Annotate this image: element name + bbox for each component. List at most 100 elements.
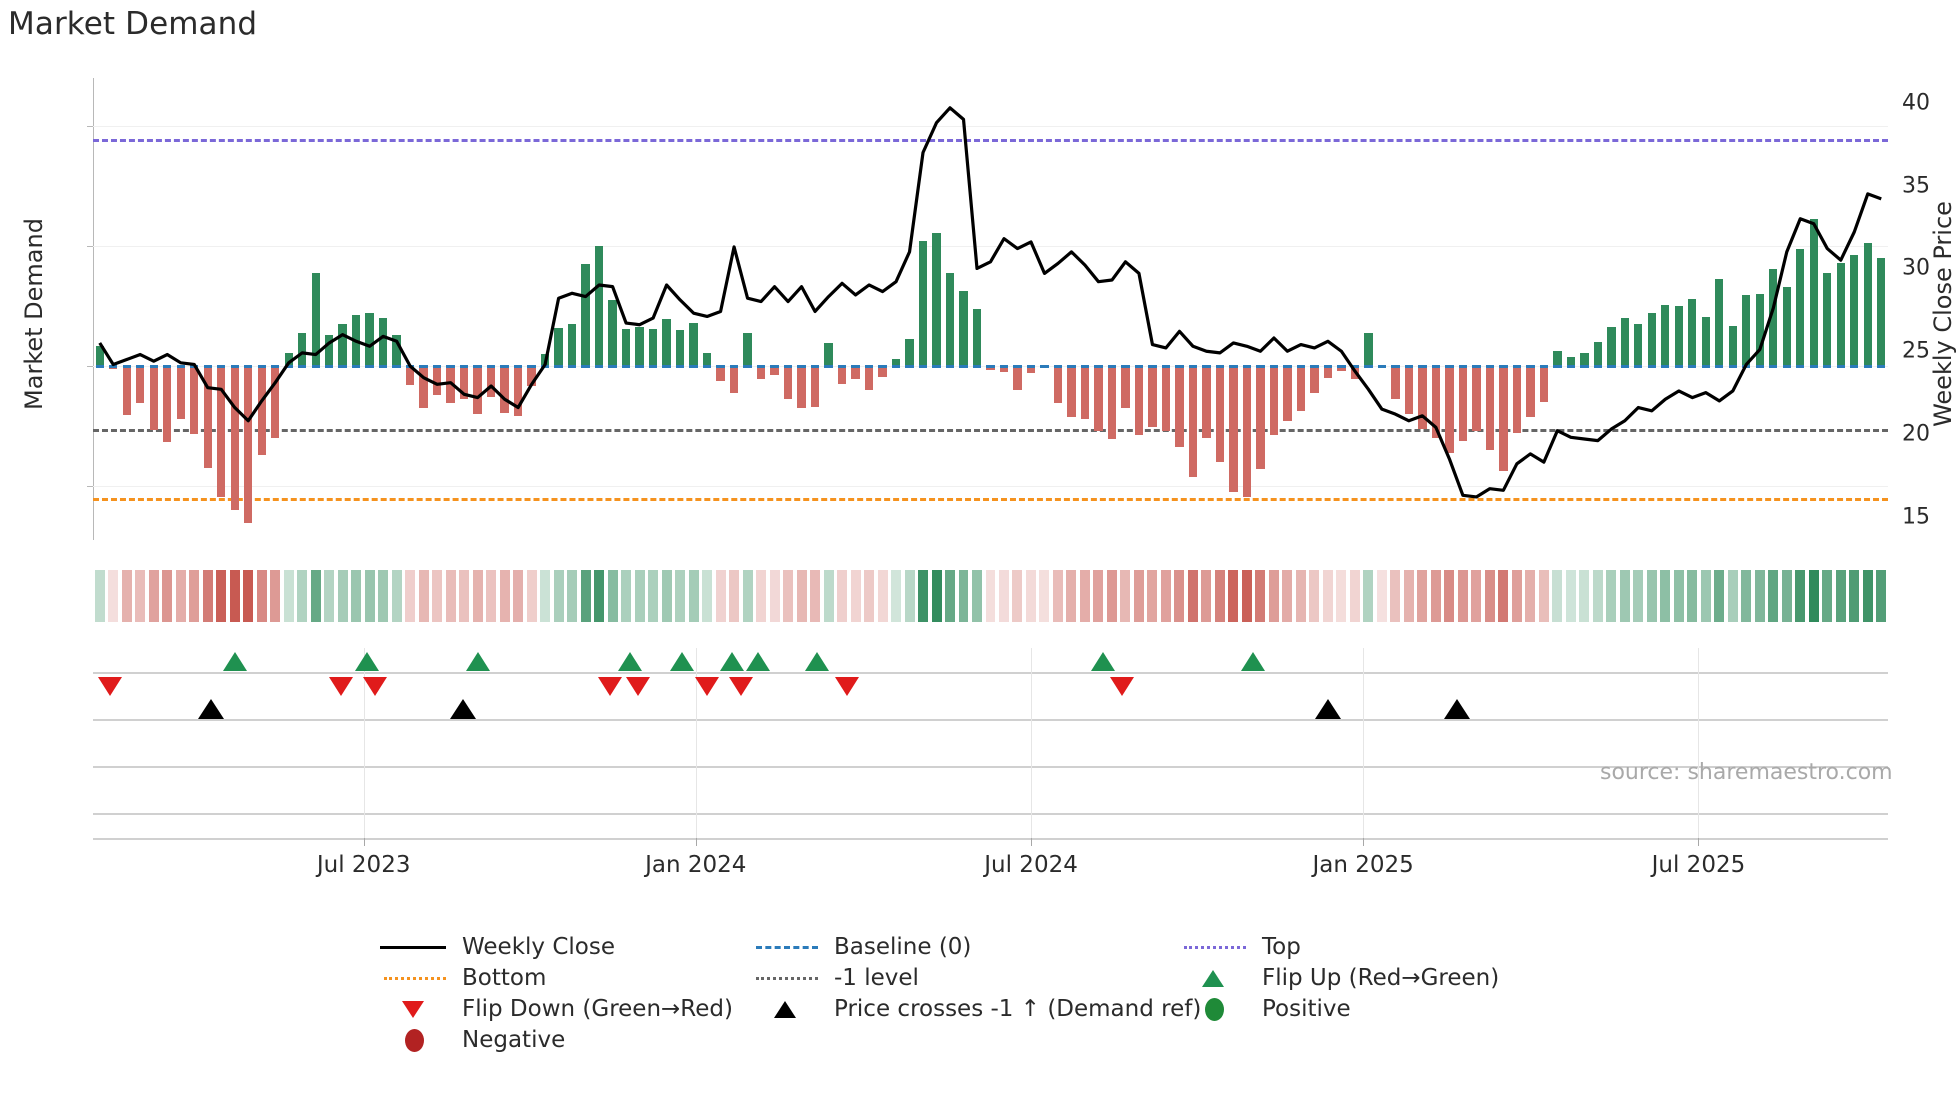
heatmap-cell: [1484, 570, 1495, 622]
heatmap-cell: [1241, 570, 1252, 622]
demand-bar-positive: [1553, 351, 1562, 366]
legend-item[interactable]: Price crosses -1 ↑ (Demand ref): [752, 990, 1201, 1028]
heatmap-cell: [1066, 570, 1077, 622]
x-axis-tick-label: Jul 2024: [984, 852, 1078, 878]
demand-bar-positive: [1701, 316, 1710, 366]
flip-up-marker-icon: [1241, 652, 1266, 671]
legend-item-label: Flip Up (Red→Green): [1262, 965, 1500, 991]
heatmap-cell: [1147, 570, 1158, 622]
demand-bar-positive: [1769, 268, 1778, 366]
demand-bar-negative: [459, 366, 469, 399]
baseline-segment: [244, 365, 253, 368]
baseline-segment: [284, 365, 293, 368]
demand-bar-positive: [702, 352, 712, 366]
heatmap-cell: [945, 570, 955, 622]
baseline-segment: [1107, 365, 1117, 368]
demand-bar-positive: [824, 343, 833, 366]
demand-bar-negative: [486, 366, 496, 398]
marker-row-line-cross: [93, 719, 1888, 721]
demand-bar-negative: [1526, 366, 1535, 417]
heatmap-cell: [1808, 570, 1819, 622]
heatmap-cell: [1336, 570, 1347, 622]
demand-bar-positive: [689, 322, 698, 366]
heatmap-cell: [823, 570, 834, 622]
heatmap-cell: [1660, 570, 1671, 622]
flip-down-marker-icon: [694, 677, 719, 696]
legend-item[interactable]: Top: [1180, 928, 1301, 966]
legend-item[interactable]: Positive: [1180, 990, 1351, 1028]
demand-bar-positive: [311, 273, 320, 366]
heatmap-cell: [1322, 570, 1333, 622]
legend-item[interactable]: Flip Down (Green→Red): [380, 990, 733, 1028]
legend-item[interactable]: Negative: [380, 1021, 565, 1059]
x-axis-line: [93, 838, 1888, 840]
demand-bar-negative: [473, 366, 482, 414]
heatmap-cell: [621, 570, 632, 622]
demand-bar-negative: [1202, 366, 1211, 438]
baseline-segment: [230, 365, 239, 368]
baseline-segment: [325, 365, 334, 368]
demand-bar-negative: [878, 366, 887, 377]
demand-bar-positive: [1634, 324, 1643, 366]
baseline-segment: [1701, 365, 1710, 368]
demand-bar-negative: [1121, 366, 1130, 408]
demand-bar-negative: [1310, 366, 1319, 393]
legend-item[interactable]: Bottom: [380, 959, 546, 997]
heatmap-cell: [1552, 570, 1563, 622]
demand-bar-negative: [1175, 366, 1184, 447]
legend-item-label: -1 level: [834, 965, 919, 991]
baseline-segment: [1769, 365, 1778, 368]
baseline-segment: [1755, 365, 1764, 368]
heatmap-cell: [229, 570, 240, 622]
baseline-segment: [1161, 365, 1171, 368]
demand-bar-negative: [999, 366, 1009, 372]
baseline-segment: [770, 365, 779, 368]
heatmap-cell: [202, 570, 213, 622]
heatmap-cell: [1646, 570, 1657, 622]
heatmap-cell: [1012, 570, 1023, 622]
baseline-segment: [1080, 365, 1090, 368]
baseline-segment: [1823, 365, 1832, 368]
heatmap-cell: [729, 570, 740, 622]
main-plot-panel: 420-2403530252015: [87, 78, 1930, 540]
demand-bar-positive: [662, 319, 671, 366]
baseline-segment: [986, 365, 995, 368]
price-cross-marker-icon: [449, 699, 476, 719]
baseline-segment: [1013, 365, 1022, 368]
heatmap-cell: [1673, 570, 1684, 622]
baseline-segment: [675, 365, 685, 368]
demand-bar-negative: [1013, 366, 1022, 390]
heatmap-cell: [540, 570, 551, 622]
demand-bar-positive: [1674, 306, 1683, 366]
flip-up-marker-icon: [745, 652, 770, 671]
heatmap-cell: [1255, 570, 1266, 622]
flip-down-marker-icon: [363, 677, 388, 696]
legend-item[interactable]: Flip Up (Red→Green): [1180, 959, 1499, 997]
demand-bar-positive: [959, 291, 968, 366]
baseline-segment: [432, 365, 442, 368]
demand-bar-negative: [770, 366, 779, 375]
demand-bar-negative: [190, 366, 199, 434]
baseline-segment: [1620, 365, 1629, 368]
legend-item[interactable]: Weekly Close: [380, 928, 615, 966]
demand-bar-negative: [527, 366, 536, 386]
y-axis-spine: [93, 78, 94, 540]
baseline-segment: [1418, 365, 1427, 368]
chart-legend: Weekly Close Baseline (0) Top Bottom -1 leve…: [380, 928, 1620, 1098]
legend-item[interactable]: -1 level: [752, 959, 919, 997]
dotted-line-icon: [1180, 932, 1250, 962]
demand-bar-negative: [783, 366, 793, 399]
legend-item[interactable]: Baseline (0): [752, 928, 971, 966]
marker-panel-vline: [1031, 648, 1033, 840]
demand-bar-negative: [1458, 366, 1468, 441]
flip-up-marker-icon: [465, 652, 490, 671]
flip-up-marker-icon: [669, 652, 694, 671]
demand-bar-negative: [716, 366, 725, 381]
demand-bar-positive: [1809, 219, 1818, 366]
baseline-segment: [756, 365, 766, 368]
demand-bar-negative: [1148, 366, 1157, 428]
baseline-segment: [1337, 365, 1346, 368]
demand-bar-positive: [554, 328, 563, 366]
demand-bar-positive: [338, 324, 347, 366]
heatmap-cell: [1768, 570, 1779, 622]
